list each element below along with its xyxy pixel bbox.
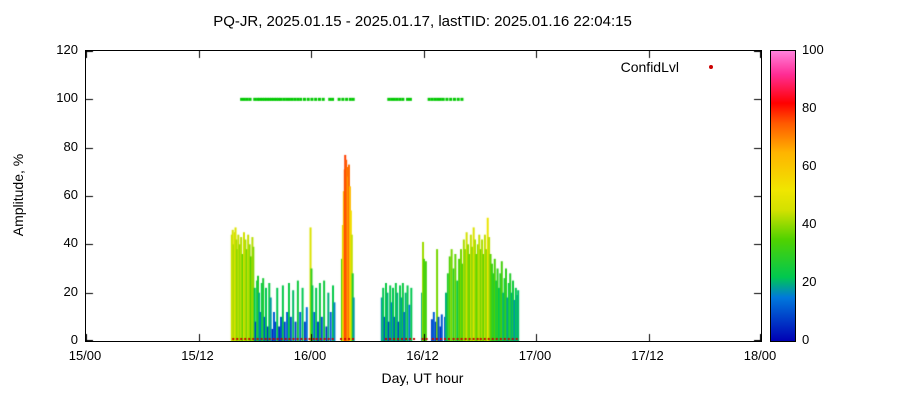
x-tick-label: 17/12 (631, 348, 664, 363)
y-tick-label: 60 (63, 187, 78, 202)
plot-area: ConfidLvl (85, 50, 762, 342)
x-tick-label: 18/00 (743, 348, 777, 363)
colorbar-tick-label: 0 (802, 332, 810, 347)
chart-title: PQ-JR, 2025.01.15 - 2025.01.17, lastTID:… (213, 13, 632, 30)
x-tick-label: 15/00 (68, 348, 102, 363)
x-tick-label: 17/00 (518, 348, 552, 363)
colorbar-tick-label: 40 (802, 216, 817, 231)
colorbar-tick-label: 80 (802, 100, 817, 115)
x-tick-label: 16/00 (293, 348, 327, 363)
colorbar (770, 50, 796, 342)
x-tick-label: 16/12 (406, 348, 439, 363)
y-tick-label: 0 (70, 332, 78, 347)
y-tick-label: 20 (63, 283, 78, 299)
colorbar-tick-label: 60 (802, 158, 817, 173)
y-tick-label: 100 (56, 90, 78, 106)
colorbar-tick-label: 20 (802, 274, 817, 289)
colorbar-tick-label: 100 (802, 42, 824, 57)
y-tick-label: 40 (63, 235, 78, 251)
y-tick-label: 120 (56, 42, 78, 57)
x-tick-label: 15/12 (181, 348, 214, 363)
x-axis-label: Day, UT hour (381, 370, 464, 386)
chart-canvas (86, 51, 761, 341)
legend: ConfidLvl (621, 59, 713, 75)
legend-label: ConfidLvl (620, 59, 679, 75)
legend-marker-dot (709, 65, 713, 69)
y-tick-label: 80 (63, 138, 78, 154)
y-axis-label: Amplitude, % (10, 153, 26, 237)
